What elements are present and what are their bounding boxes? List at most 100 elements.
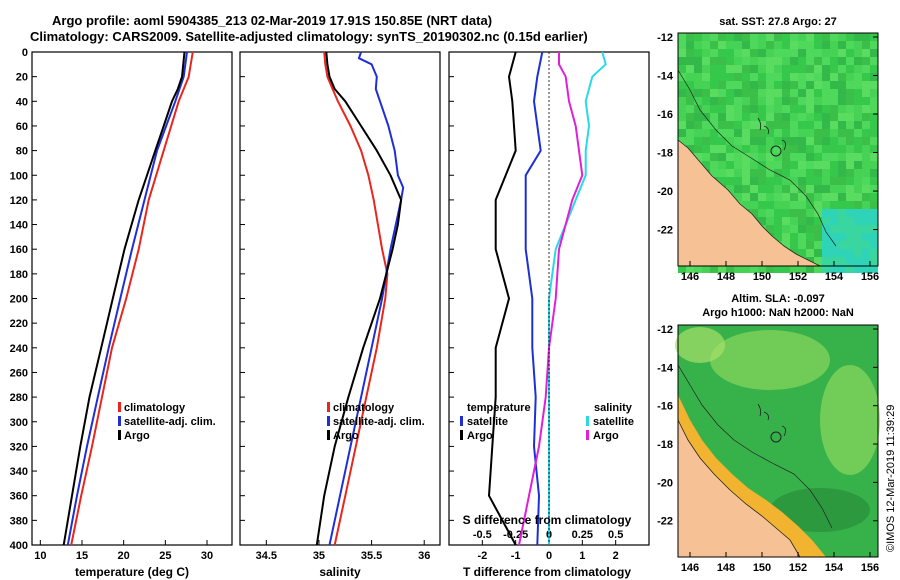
sst-cell: [718, 121, 726, 129]
sst-cell: [782, 33, 790, 41]
sst-cell: [838, 33, 846, 41]
sst-cell: [726, 33, 734, 41]
sst-cell: [830, 153, 838, 161]
sst-cell: [750, 177, 758, 185]
sst-cell: [814, 249, 822, 257]
sst-cell: [790, 121, 798, 129]
sst-cell: [806, 249, 814, 257]
sst-cell: [798, 41, 806, 49]
sst-cell: [862, 33, 870, 41]
sst-cell: [798, 113, 806, 121]
sst-cell: [830, 81, 838, 89]
sst-cell: [718, 57, 726, 65]
sst-cell: [854, 161, 862, 169]
sst-cell: [870, 121, 878, 129]
sst-cell: [694, 105, 702, 113]
series-t-argo: [488, 51, 517, 546]
legend-t-satellite: satellite: [467, 416, 508, 428]
sst-cell: [718, 33, 726, 41]
sst-cell: [790, 113, 798, 121]
sst-cell: [774, 81, 782, 89]
sst-cell: [758, 41, 766, 49]
sst-cell: [726, 81, 734, 89]
sst-cell: [750, 89, 758, 97]
sst-cell: [766, 89, 774, 97]
sst-cell: [742, 137, 750, 145]
sst-cell: [782, 57, 790, 65]
sst-cell: [854, 65, 862, 73]
sst-cell: [766, 161, 774, 169]
depth-tick-label: 140: [10, 220, 28, 232]
sst-cell: [790, 201, 798, 209]
sst-cell: [806, 41, 814, 49]
sst-cell: [870, 161, 878, 169]
sst-cell: [814, 209, 822, 217]
sst-cell: [750, 33, 758, 41]
sla-map-axes: -12 -14 -16 -18 -20 -22 146 148 150 152 154 156: [657, 324, 879, 574]
sst-cell: [758, 185, 766, 193]
sst-cell: [846, 201, 854, 209]
sst-cell: [726, 113, 734, 121]
legend-argo: Argo: [333, 430, 359, 442]
sst-map-land: [677, 139, 821, 267]
x-tick-label: 25: [159, 550, 171, 562]
lon-tick-label: 146: [681, 271, 699, 283]
sst-cell: [830, 129, 838, 137]
sst-cell: [790, 105, 798, 113]
sst-cell: [766, 193, 774, 201]
sst-cell: [694, 129, 702, 137]
sst-cell: [726, 145, 734, 153]
series-argo: [62, 51, 186, 546]
sst-cell: [862, 241, 870, 249]
sst-cell: [854, 33, 862, 41]
s-diff-tick-label: 0.5: [608, 529, 623, 541]
sst-cell: [782, 137, 790, 145]
sst-cell: [830, 249, 838, 257]
sst-cell: [790, 265, 798, 273]
series-climatology: [70, 51, 194, 546]
sst-cell: [830, 89, 838, 97]
lat-tick-label: -20: [657, 477, 673, 489]
sst-cell: [790, 233, 798, 241]
legend-swatch-argo: [118, 430, 121, 440]
sst-cell: [774, 209, 782, 217]
sst-cell: [862, 185, 870, 193]
sla-map-title-1: Altim. SLA: -0.097: [731, 293, 825, 305]
sst-cell: [822, 145, 830, 153]
sst-cell: [806, 169, 814, 177]
sst-cell: [678, 65, 686, 73]
sst-cell: [806, 241, 814, 249]
sst-cell: [838, 257, 846, 265]
sst-cell: [782, 209, 790, 217]
sst-cell: [830, 33, 838, 41]
sst-cell: [750, 129, 758, 137]
sst-cell: [862, 177, 870, 185]
sst-cell: [734, 193, 742, 201]
sst-cell: [846, 169, 854, 177]
sst-cell: [822, 121, 830, 129]
sst-cell: [774, 201, 782, 209]
sla-map: [675, 324, 880, 558]
sst-cell: [774, 65, 782, 73]
sst-cell: [718, 153, 726, 161]
sst-cell: [718, 145, 726, 153]
sst-cell: [742, 129, 750, 137]
sst-cell: [798, 81, 806, 89]
sst-cell: [822, 225, 830, 233]
sst-cell: [694, 137, 702, 145]
sst-cell: [846, 217, 854, 225]
sla-anomaly-low: [770, 488, 870, 532]
sst-cell: [750, 41, 758, 49]
lat-tick-label: -12: [657, 32, 673, 44]
sst-cell: [710, 169, 718, 177]
sst-cell: [718, 169, 726, 177]
legend-satellite: satellite-adj. clim.: [333, 416, 425, 428]
sst-cell: [782, 161, 790, 169]
sst-cell: [798, 153, 806, 161]
sst-cell: [798, 73, 806, 81]
sst-cell: [854, 249, 862, 257]
sst-cell: [790, 57, 798, 65]
sst-cell: [846, 113, 854, 121]
sst-cell: [790, 129, 798, 137]
